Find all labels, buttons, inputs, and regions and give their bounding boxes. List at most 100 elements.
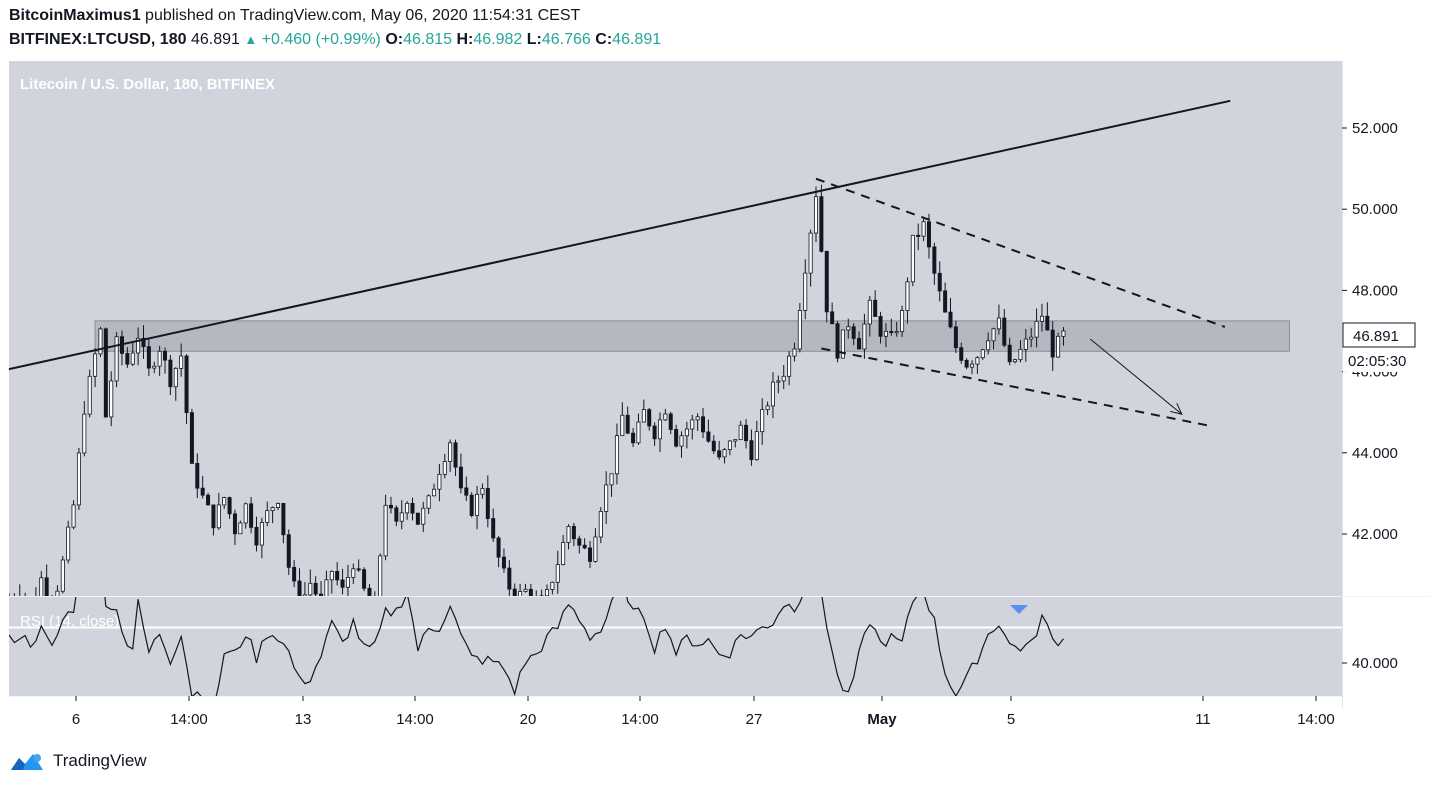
candle-body [878,316,883,337]
candle-body [292,566,297,582]
candle-body [66,526,71,561]
candle-body [1034,320,1039,338]
candle-body [480,488,485,495]
time-tick-label: 11 [1195,711,1211,728]
candle-body [1002,317,1007,346]
candle-body [82,413,87,454]
candle-body [44,577,49,596]
candle-body [432,488,437,497]
candle-body [953,326,958,349]
candle-body [130,352,135,365]
candle-body [539,595,544,596]
candle-body [905,281,910,311]
time-tick-label: 14:00 [170,711,208,728]
candle-body [620,414,625,437]
candle-body [356,568,361,571]
candle-body [921,221,926,237]
candle-body [394,507,399,522]
author-name[interactable]: BitcoinMaximus1 [9,7,141,24]
candle-body [986,340,991,351]
candle-body [512,588,517,596]
candle-body [469,494,474,516]
candle-body [980,349,985,359]
candle-body [996,317,1001,330]
candle-body [340,579,345,588]
countdown-box [1343,348,1423,372]
candle-body [550,581,555,590]
candle-body [1056,335,1061,358]
candle-body [571,526,576,540]
candle-body [464,487,469,496]
candle-body [163,350,168,361]
candle-body [146,346,151,369]
open-value: 46.815 [403,31,453,48]
candle-body [657,419,662,440]
candle-body [932,246,937,274]
candle-body [555,564,560,583]
high-value: 46.982 [473,31,523,48]
candle-body [152,365,157,369]
candle-body [900,310,905,332]
candle-body [1050,329,1055,358]
candle-body [668,413,673,430]
channel-lower-line [821,347,1209,427]
publish-line: BitcoinMaximus1 published on TradingView… [9,7,580,25]
candle-body [588,547,593,562]
candle-body [184,355,189,414]
chart-title: Litecoin / U.S. Dollar, 180, BITFINEX [20,76,275,93]
candle-body [749,440,754,461]
candle-body [491,518,496,539]
candle-body [808,232,813,274]
candle-body [475,493,480,516]
candle-body [222,497,227,506]
candle-body [367,587,372,596]
rsi-down-marker-icon [1010,605,1028,614]
candle-body [485,488,490,519]
time-tick-label: 14:00 [396,711,434,728]
high-label: H: [456,31,474,48]
candle-body [238,522,243,535]
candle-body [211,504,216,529]
rsi-label: RSI (14, close) [20,613,119,630]
candle-body [684,428,689,437]
time-tick-label: 14:00 [1297,711,1335,728]
candle-body [738,424,743,441]
candle-body [297,580,302,596]
candle-body [216,504,221,529]
candle-body [787,355,792,377]
candle-body [453,442,458,468]
candle-body [518,591,523,596]
open-label: O: [385,31,404,48]
candle-body [426,495,431,509]
candle-body [345,577,350,588]
candle-body [910,234,915,283]
candle-body [582,544,587,549]
candle-body [55,590,60,596]
candle-body [792,348,797,357]
candle-body [835,323,840,359]
price-tick-label: 50.000 [1352,201,1398,218]
candle-body [663,413,668,421]
candle-body [286,534,291,568]
candle-body [959,347,964,361]
candle-body [501,556,506,569]
candle-body [437,473,442,490]
candle-body [200,487,205,496]
candle-body [776,380,781,383]
candle-body [840,329,845,359]
candle-body [641,409,646,423]
candle-body [894,331,899,334]
candle-body [690,419,695,430]
candle-body [577,538,582,546]
candle-body [195,463,200,489]
footer-brand[interactable]: TradingView [9,750,147,772]
candle-body [733,439,738,442]
candle-body [975,357,980,365]
candle-body [168,359,173,388]
candle-body [249,503,254,528]
candle-body [275,502,280,508]
candle-body [770,381,775,407]
candle-body [781,375,786,382]
candle-body [76,452,81,506]
